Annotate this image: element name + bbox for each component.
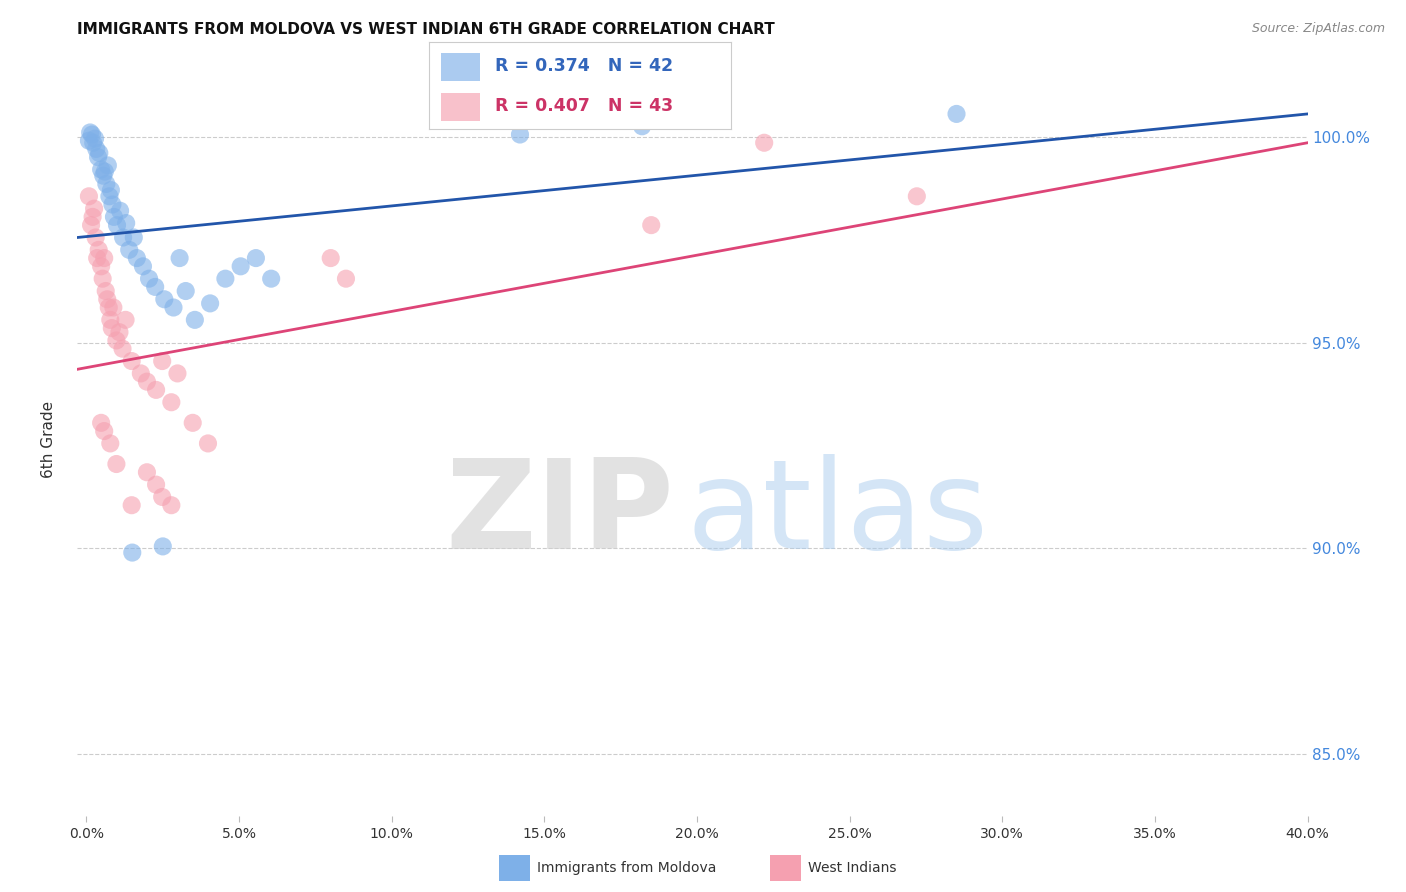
Point	[82, 136, 104, 150]
Text: ZIP: ZIP	[446, 454, 673, 575]
Point	[143, 280, 166, 294]
Point	[132, 260, 155, 274]
Point	[87, 150, 110, 164]
Point	[97, 158, 120, 172]
Point	[83, 202, 105, 216]
Point	[197, 436, 219, 450]
Point	[91, 169, 114, 183]
Point	[945, 107, 967, 121]
Point	[162, 301, 184, 315]
Point	[87, 243, 110, 257]
Point	[77, 189, 100, 203]
Point	[108, 203, 131, 218]
Point	[96, 293, 118, 307]
Text: atlas: atlas	[686, 454, 988, 575]
Point	[90, 416, 112, 430]
FancyBboxPatch shape	[441, 93, 481, 120]
Point	[198, 296, 221, 310]
Point	[82, 210, 104, 224]
Point	[118, 243, 141, 257]
Point	[114, 313, 136, 327]
Point	[93, 424, 115, 438]
Point	[108, 325, 131, 339]
Text: Source: ZipAtlas.com: Source: ZipAtlas.com	[1251, 22, 1385, 36]
Point	[152, 540, 174, 554]
Point	[121, 498, 143, 512]
Point	[103, 210, 125, 224]
Point	[80, 218, 103, 232]
Point	[145, 383, 167, 397]
Point	[94, 284, 117, 298]
Point	[98, 436, 121, 450]
Point	[169, 251, 191, 265]
Point	[129, 367, 152, 381]
Point	[105, 334, 128, 348]
Point	[214, 271, 236, 285]
Point	[111, 342, 134, 356]
Point	[98, 189, 121, 203]
Point	[100, 183, 122, 197]
Point	[112, 230, 135, 244]
Point	[115, 216, 138, 230]
Point	[94, 164, 117, 178]
Point	[125, 251, 148, 265]
Point	[136, 465, 159, 479]
Point	[160, 498, 183, 512]
Point	[96, 177, 118, 191]
Point	[90, 260, 112, 274]
Point	[905, 189, 928, 203]
Point	[84, 131, 107, 145]
Point	[80, 128, 103, 142]
Text: R = 0.374   N = 42: R = 0.374 N = 42	[495, 57, 673, 76]
Point	[335, 271, 357, 285]
Point	[105, 457, 128, 471]
Point	[136, 375, 159, 389]
Point	[145, 477, 167, 491]
Point	[86, 251, 108, 265]
Point	[631, 120, 654, 134]
Point	[166, 367, 188, 381]
Point	[260, 271, 283, 285]
Point	[754, 136, 776, 150]
Text: West Indians: West Indians	[808, 861, 897, 875]
Point	[640, 218, 662, 232]
Point	[101, 321, 124, 335]
Point	[121, 545, 143, 559]
Point	[79, 125, 101, 139]
Point	[229, 260, 252, 274]
Point	[101, 197, 124, 211]
Point	[509, 128, 531, 142]
Point	[150, 354, 173, 368]
Point	[84, 142, 107, 156]
Point	[91, 271, 114, 285]
Point	[77, 134, 100, 148]
Text: IMMIGRANTS FROM MOLDOVA VS WEST INDIAN 6TH GRADE CORRELATION CHART: IMMIGRANTS FROM MOLDOVA VS WEST INDIAN 6…	[77, 22, 775, 37]
Y-axis label: 6th Grade: 6th Grade	[42, 401, 56, 478]
Point	[93, 251, 115, 265]
Point	[105, 218, 128, 232]
Point	[84, 230, 107, 244]
FancyBboxPatch shape	[441, 54, 481, 81]
Point	[98, 313, 121, 327]
Point	[103, 301, 125, 315]
Point	[160, 395, 183, 409]
Point	[174, 284, 197, 298]
Point	[319, 251, 342, 265]
Point	[89, 146, 111, 161]
Point	[138, 271, 160, 285]
Point	[97, 301, 120, 315]
Point	[122, 230, 145, 244]
Point	[150, 490, 173, 504]
Point	[181, 416, 204, 430]
Point	[121, 354, 143, 368]
Point	[184, 313, 207, 327]
Text: Immigrants from Moldova: Immigrants from Moldova	[537, 861, 717, 875]
Point	[153, 293, 176, 307]
Point	[245, 251, 267, 265]
Point	[90, 162, 112, 177]
Text: R = 0.407   N = 43: R = 0.407 N = 43	[495, 96, 673, 115]
